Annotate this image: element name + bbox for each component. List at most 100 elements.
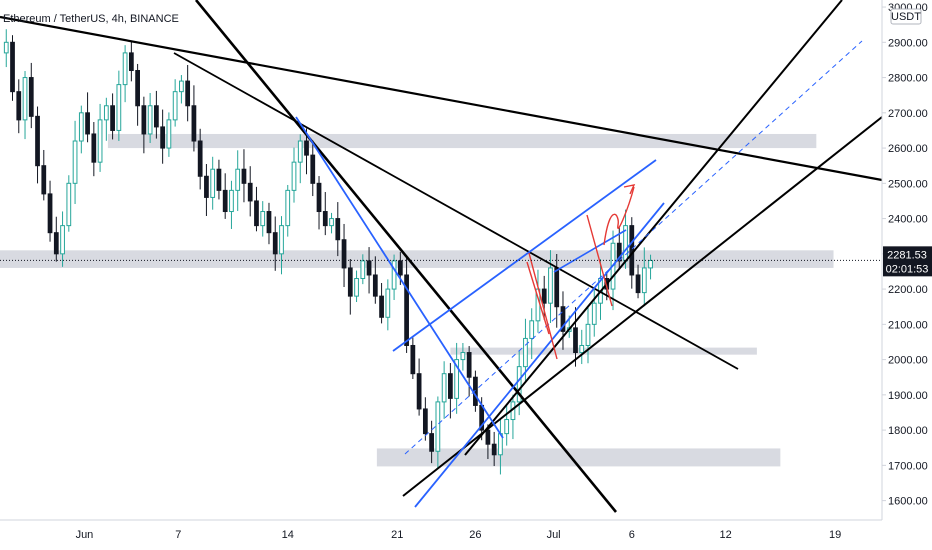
trendline-blue-lower-wedge[interactable]	[414, 202, 665, 508]
trendline-black-mid-descending[interactable]	[173, 52, 739, 370]
candle-body	[441, 373, 447, 403]
candle-body	[416, 373, 422, 410]
candle-body	[360, 260, 366, 280]
trendline-blue-flag-low[interactable]	[553, 229, 627, 273]
price-tick-label: 2600.00	[888, 143, 928, 155]
last-price-badge	[883, 246, 932, 277]
candle-body	[147, 105, 153, 135]
trendline-blue-descending[interactable]	[295, 116, 504, 439]
support-resistance-zones	[0, 133, 834, 467]
candle-body	[241, 168, 247, 184]
candle-body	[310, 154, 316, 184]
candle-body	[366, 260, 372, 276]
candle-body	[435, 401, 441, 452]
price-tick-label: 1800.00	[888, 425, 928, 437]
candle-body	[579, 344, 585, 354]
candle-body	[648, 260, 653, 269]
candle-body	[504, 419, 510, 435]
candle-body	[160, 126, 166, 149]
trendline-black-steep-descending[interactable]	[194, 0, 618, 513]
candle-body	[341, 239, 347, 269]
trendline-blue-dashed[interactable]	[404, 40, 863, 455]
candle-body	[291, 161, 297, 191]
candle-body	[448, 373, 453, 399]
candle-body	[116, 84, 122, 131]
price-tick-label: 1900.00	[888, 390, 928, 402]
candle-body	[585, 323, 591, 346]
candle-body	[97, 119, 103, 163]
candle-body	[272, 232, 278, 255]
candle-body	[316, 182, 322, 213]
candle-body	[103, 105, 109, 121]
price-zone[interactable]	[376, 448, 781, 467]
candle-body	[179, 80, 184, 93]
candle-body	[85, 112, 90, 135]
candle-body	[254, 200, 259, 227]
trend-lines[interactable]	[0, 0, 883, 513]
price-zone[interactable]	[450, 347, 757, 355]
candle-body	[635, 274, 641, 294]
time-tick-label: 14	[282, 529, 294, 541]
trendline-black-upper-descending[interactable]	[0, 15, 883, 182]
time-tick-label: 7	[175, 529, 181, 541]
candle-body	[372, 274, 378, 297]
candle-body	[297, 140, 303, 163]
time-tick-label: 6	[629, 529, 635, 541]
candle-body	[204, 175, 209, 198]
price-tick-label: 2800.00	[888, 73, 928, 85]
candle-body	[529, 320, 535, 339]
candle-body	[422, 408, 428, 435]
candle-body	[222, 189, 228, 213]
candle-body	[154, 105, 159, 128]
candle-body	[229, 189, 234, 213]
candle-body	[454, 359, 460, 399]
candle-body	[404, 274, 409, 346]
candle-body	[347, 267, 353, 297]
trendline-black-lower-channel[interactable]	[402, 116, 883, 497]
candle-body	[548, 267, 553, 304]
price-tick-label: 2200.00	[888, 284, 928, 296]
red-arrow-line-2[interactable]	[526, 261, 550, 335]
candle-body	[266, 211, 272, 234]
price-tick-label: 2700.00	[888, 108, 928, 120]
candle-body	[191, 105, 197, 142]
red-arrowhead-icon	[623, 184, 636, 195]
time-tick-label: Jul	[547, 529, 561, 541]
candle-body	[460, 352, 466, 361]
candle-body	[491, 443, 497, 456]
candle-body	[516, 366, 522, 403]
candle-body	[247, 182, 253, 202]
candle-body	[141, 105, 147, 135]
trendline-blue-upper-wedge[interactable]	[392, 159, 657, 352]
candle-body	[53, 232, 59, 255]
candle-body	[128, 52, 134, 72]
currency-badge-box[interactable]	[890, 8, 922, 25]
time-tick-label: 19	[829, 529, 841, 541]
currency-badge: USDT	[891, 11, 921, 23]
candle-body	[391, 260, 397, 290]
candle-body	[466, 352, 472, 378]
candle-body	[429, 433, 434, 452]
candle-body	[216, 168, 222, 191]
red-arrow-line-3[interactable]	[586, 214, 613, 307]
candle-body	[285, 189, 291, 227]
candle-body	[260, 211, 266, 227]
candle-body	[3, 41, 9, 54]
candle-body	[641, 267, 647, 294]
red-arrow-line-1[interactable]	[528, 252, 558, 360]
price-tick-label: 2400.00	[888, 214, 928, 226]
price-zone[interactable]	[107, 133, 817, 149]
price-tick-label: 2500.00	[888, 178, 928, 190]
candle-body	[385, 288, 391, 318]
time-tick-label: 26	[469, 529, 481, 541]
candle-body	[354, 278, 359, 297]
price-zone[interactable]	[0, 250, 834, 268]
trendline-black-upper-channel[interactable]	[464, 0, 843, 456]
last-price-label: 2281.53	[887, 249, 927, 261]
time-tick-label: 21	[391, 529, 403, 541]
candle-body	[72, 140, 78, 184]
candle-body	[541, 288, 547, 304]
time-tick-label: 12	[719, 529, 731, 541]
red-projection-curve[interactable]	[603, 186, 635, 246]
